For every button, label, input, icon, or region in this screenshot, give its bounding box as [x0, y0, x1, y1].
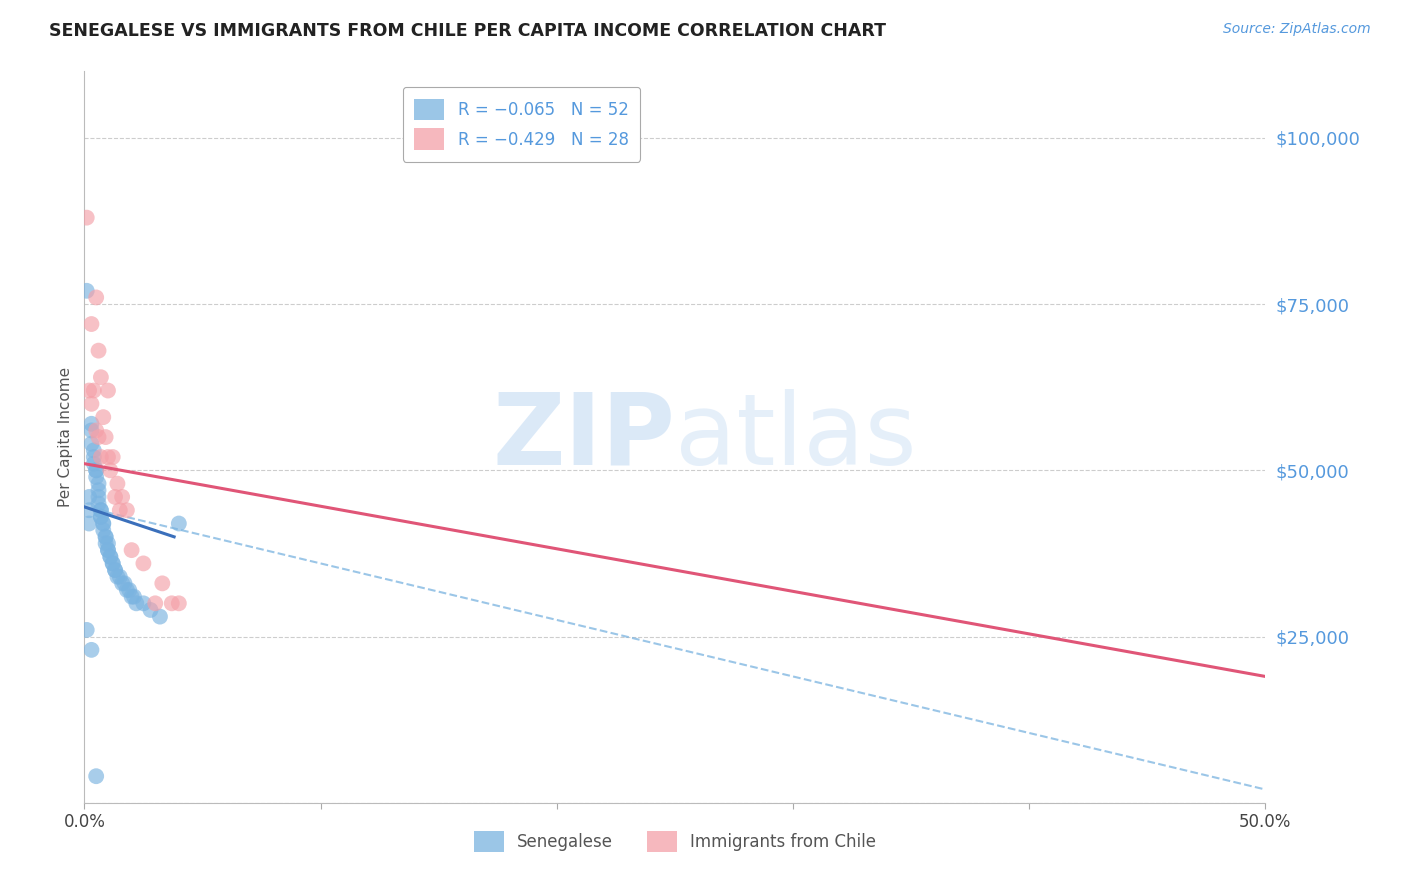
Point	[101, 557, 124, 571]
Point	[80, 397, 103, 411]
Text: Source: ZipAtlas.com: Source: ZipAtlas.com	[1223, 22, 1371, 37]
Point	[167, 516, 190, 531]
Point	[76, 211, 98, 225]
Point	[77, 384, 100, 398]
Point	[121, 590, 143, 604]
Point	[76, 623, 98, 637]
Point	[80, 417, 103, 431]
Point	[101, 557, 124, 571]
Point	[104, 563, 127, 577]
Point	[77, 503, 100, 517]
Point	[77, 516, 100, 531]
Point	[84, 463, 107, 477]
Point	[84, 470, 107, 484]
Point	[143, 596, 166, 610]
Point	[80, 436, 103, 450]
Point	[91, 516, 114, 531]
Point	[167, 596, 190, 610]
Point	[150, 576, 173, 591]
Point	[94, 430, 117, 444]
Point	[90, 503, 112, 517]
Point	[115, 503, 138, 517]
Point	[111, 576, 134, 591]
Point	[98, 549, 121, 564]
Point	[107, 570, 129, 584]
Point	[83, 457, 105, 471]
Point	[94, 530, 117, 544]
Point	[118, 582, 141, 597]
Point	[87, 343, 110, 358]
Point	[114, 576, 136, 591]
Y-axis label: Per Capita Income: Per Capita Income	[58, 367, 73, 508]
Point	[91, 410, 114, 425]
Point	[101, 450, 124, 464]
Point	[77, 490, 100, 504]
Point	[107, 476, 129, 491]
Point	[132, 596, 155, 610]
Point	[111, 490, 134, 504]
Point	[87, 430, 110, 444]
Point	[90, 509, 112, 524]
Legend: Senegalese, Immigrants from Chile: Senegalese, Immigrants from Chile	[465, 822, 884, 860]
Point	[91, 516, 114, 531]
Point	[108, 503, 131, 517]
Point	[97, 450, 120, 464]
Point	[97, 543, 120, 558]
Point	[84, 290, 107, 304]
Point	[97, 536, 120, 550]
Point	[87, 490, 110, 504]
Text: SENEGALESE VS IMMIGRANTS FROM CHILE PER CAPITA INCOME CORRELATION CHART: SENEGALESE VS IMMIGRANTS FROM CHILE PER …	[49, 22, 886, 40]
Point	[83, 443, 105, 458]
Point	[90, 503, 112, 517]
Point	[115, 582, 138, 597]
Point	[91, 523, 114, 537]
Point	[149, 609, 172, 624]
Point	[90, 370, 112, 384]
Text: ZIP: ZIP	[492, 389, 675, 485]
Point	[87, 497, 110, 511]
Point	[83, 384, 105, 398]
Point	[94, 530, 117, 544]
Point	[160, 596, 183, 610]
Point	[87, 483, 110, 498]
Point	[108, 570, 131, 584]
Point	[84, 769, 107, 783]
Point	[125, 596, 148, 610]
Point	[122, 590, 145, 604]
Point	[132, 557, 155, 571]
Point	[97, 543, 120, 558]
Point	[104, 563, 127, 577]
Text: atlas: atlas	[675, 389, 917, 485]
Point	[80, 643, 103, 657]
Point	[80, 424, 103, 438]
Point	[97, 384, 120, 398]
Point	[98, 549, 121, 564]
Point	[98, 463, 121, 477]
Point	[104, 490, 127, 504]
Point	[80, 317, 103, 331]
Point	[83, 450, 105, 464]
Point	[90, 509, 112, 524]
Point	[87, 476, 110, 491]
Point	[121, 543, 143, 558]
Point	[76, 284, 98, 298]
Point	[84, 463, 107, 477]
Point	[90, 450, 112, 464]
Point	[94, 536, 117, 550]
Point	[84, 424, 107, 438]
Point	[139, 603, 162, 617]
